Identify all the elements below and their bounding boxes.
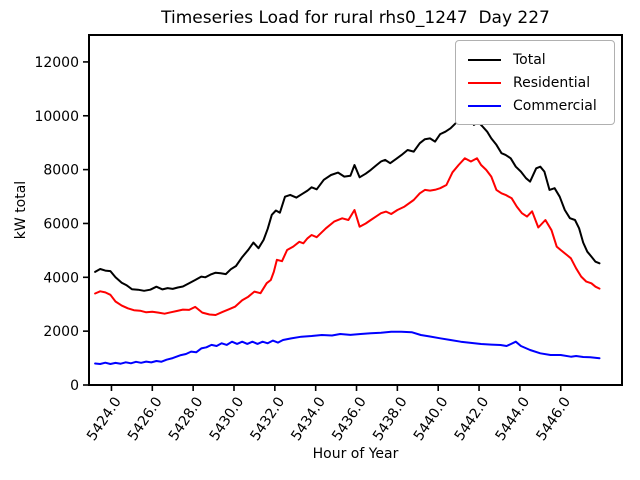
x-tick-label: 5428.0 [166, 394, 207, 444]
x-tick-label: 5440.0 [411, 394, 452, 444]
legend-line-swatch [468, 104, 501, 107]
x-axis-label: Hour of Year [312, 446, 399, 462]
series-line-total [94, 116, 601, 292]
legend-item: Commercial [464, 94, 606, 117]
x-tick-label: 5444.0 [493, 394, 534, 444]
x-tick-label: 5430.0 [207, 394, 248, 444]
y-tick-label: 0 [70, 378, 79, 394]
y-axis-ticks: 0 2000 4000 6000 8000 10000 12000 [34, 55, 89, 394]
x-tick-label: 5432.0 [247, 394, 288, 444]
y-tick-label: 12000 [34, 55, 79, 71]
series-line-residential [94, 157, 601, 316]
legend-line-swatch [468, 58, 501, 61]
x-tick-label: 5436.0 [329, 394, 370, 444]
axes-border [88, 34, 623, 386]
chart-title: Timeseries Load for rural rhs0_1247 Day … [161, 8, 550, 28]
legend-item-label: Total [513, 51, 546, 68]
x-tick-label: 5426.0 [125, 394, 166, 444]
x-tick-label: 5434.0 [288, 394, 329, 444]
legend: Total Residential Commercial [455, 40, 615, 125]
legend-item-label: Residential [513, 74, 591, 91]
series-line-commercial [94, 330, 601, 365]
legend-item-label: Commercial [513, 97, 597, 114]
y-tick-label: 6000 [43, 216, 79, 232]
x-tick-label: 5446.0 [533, 394, 574, 444]
x-tick-label: 5424.0 [84, 394, 125, 444]
legend-item: Total [464, 48, 606, 71]
legend-item: Residential [464, 71, 606, 94]
x-tick-label: 5438.0 [370, 394, 411, 444]
y-tick-label: 2000 [43, 324, 79, 340]
y-tick-label: 4000 [43, 270, 79, 286]
legend-line-swatch [468, 81, 501, 84]
y-tick-label: 10000 [34, 109, 79, 125]
x-tick-label: 5442.0 [452, 394, 493, 444]
x-axis-ticks: 5424.0 5426.0 5428.0 5430.0 5432.0 5434.0 5436… [84, 385, 574, 444]
y-tick-label: 8000 [43, 163, 79, 179]
